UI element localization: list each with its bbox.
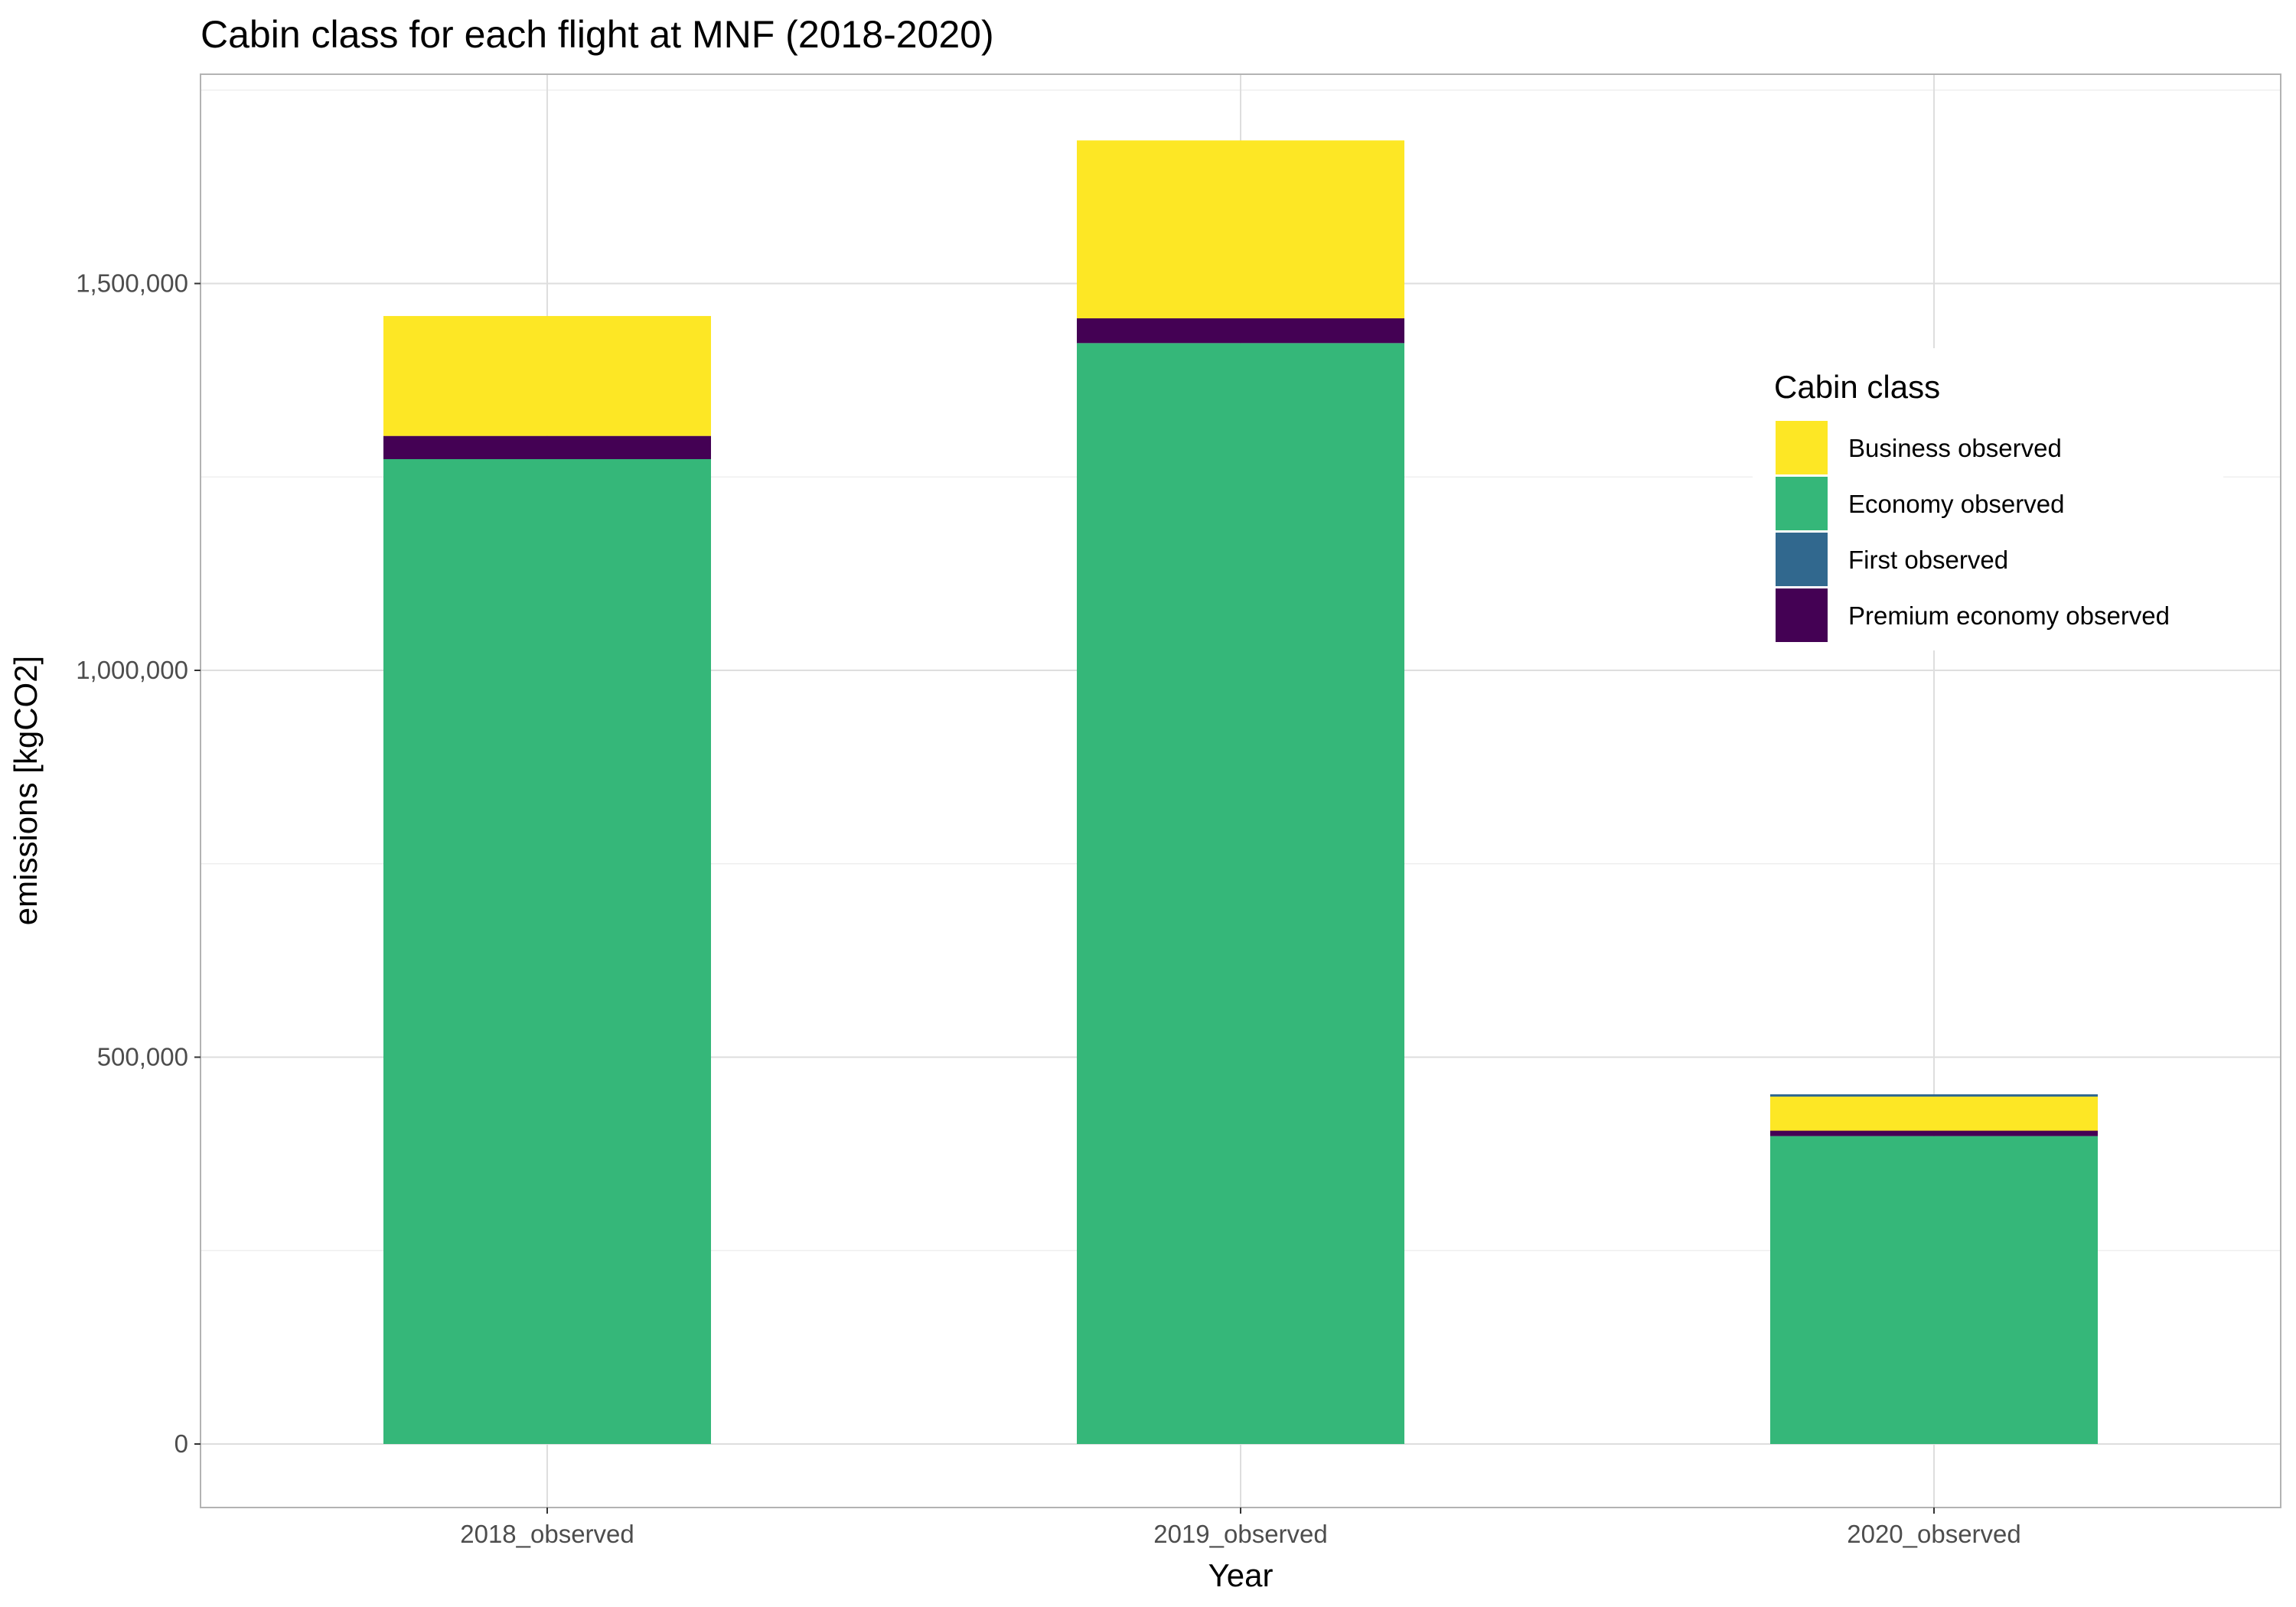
legend-label-first-observed: First observed: [1848, 546, 2008, 574]
x-tick-label: 2018_observed: [460, 1520, 634, 1548]
x-axis: 2018_observed 2019_observed 2020_observed: [460, 1508, 2021, 1548]
bar-segment-premium-economy-observed: [1770, 1130, 2098, 1136]
legend-key-first-observed: [1776, 533, 1828, 586]
bar-segment-premium-economy-observed: [383, 435, 711, 459]
bars-layer: [383, 140, 2098, 1445]
legend: Cabin class Business observed Economy obs…: [1753, 348, 2223, 650]
bar-segment-business-observed: [1077, 140, 1404, 318]
y-tick-label: 1,500,000: [76, 269, 188, 298]
bar-segment-economy-observed: [1770, 1136, 2098, 1444]
y-tick-label: 500,000: [97, 1043, 188, 1071]
y-tick-label: 1,000,000: [76, 656, 188, 684]
bar-segment-business-observed: [1770, 1097, 2098, 1131]
y-axis-title: emissions [kgCO2]: [8, 656, 44, 925]
legend-key-premium-economy-observed: [1776, 588, 1828, 642]
bar-segment-economy-observed: [383, 458, 711, 1444]
y-axis: 0 500,000 1,000,000 1,500,000: [76, 269, 201, 1458]
legend-label-business-observed: Business observed: [1848, 434, 2062, 462]
legend-key-economy-observed: [1776, 477, 1828, 530]
x-axis-title: Year: [1208, 1557, 1274, 1593]
bar-segment-economy-observed: [1077, 343, 1404, 1445]
legend-title: Cabin class: [1774, 369, 1940, 405]
x-tick-label: 2019_observed: [1153, 1520, 1328, 1548]
legend-label-economy-observed: Economy observed: [1848, 490, 2064, 518]
bar-segment-business-observed: [383, 315, 711, 436]
legend-key-business-observed: [1776, 421, 1828, 474]
chart-title: Cabin class for each flight at MNF (2018…: [201, 13, 994, 56]
bar-segment-first-observed: [1770, 1094, 2098, 1097]
legend-label-premium-economy-observed: Premium economy observed: [1848, 601, 2170, 630]
bar-segment-premium-economy-observed: [1077, 318, 1404, 344]
x-tick-label: 2020_observed: [1847, 1520, 2021, 1548]
y-tick-label: 0: [174, 1429, 188, 1458]
legend-background: [1753, 348, 2223, 650]
